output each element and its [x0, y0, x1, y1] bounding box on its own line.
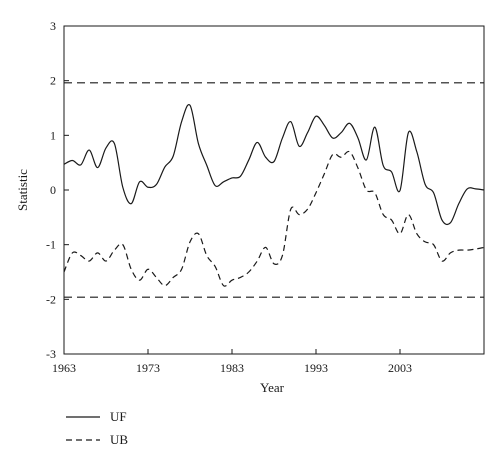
x-tick-label: 1963	[52, 361, 76, 375]
y-tick-label: 1	[50, 128, 56, 142]
y-tick-label: 3	[50, 19, 56, 33]
y-tick-label: -1	[46, 238, 56, 252]
x-tick-label: 2003	[388, 361, 412, 375]
tick-labels: -3 -2 -1 0 1 2 3 1963 1973 1983 1993 2003	[46, 19, 412, 375]
y-tick-label: 2	[50, 74, 56, 88]
reference-lines	[64, 82, 484, 298]
series-layer	[63, 103, 485, 287]
legend: UF UB	[66, 409, 128, 447]
legend-label-ub: UB	[110, 432, 128, 447]
legend-label-uf: UF	[110, 409, 127, 424]
series-line-ub	[63, 150, 485, 287]
y-tick-label: 0	[50, 183, 56, 197]
x-tick-label: 1973	[136, 361, 160, 375]
plot-frame	[63, 25, 485, 355]
y-tick-label: -3	[46, 347, 56, 361]
y-tick-label: -2	[46, 292, 56, 306]
axes	[63, 25, 485, 355]
x-axis-title: Year	[260, 380, 285, 395]
series-line-uf	[63, 103, 485, 226]
x-tick-label: 1983	[220, 361, 244, 375]
x-tick-label: 1993	[304, 361, 328, 375]
y-axis-title: Statistic	[15, 169, 30, 211]
